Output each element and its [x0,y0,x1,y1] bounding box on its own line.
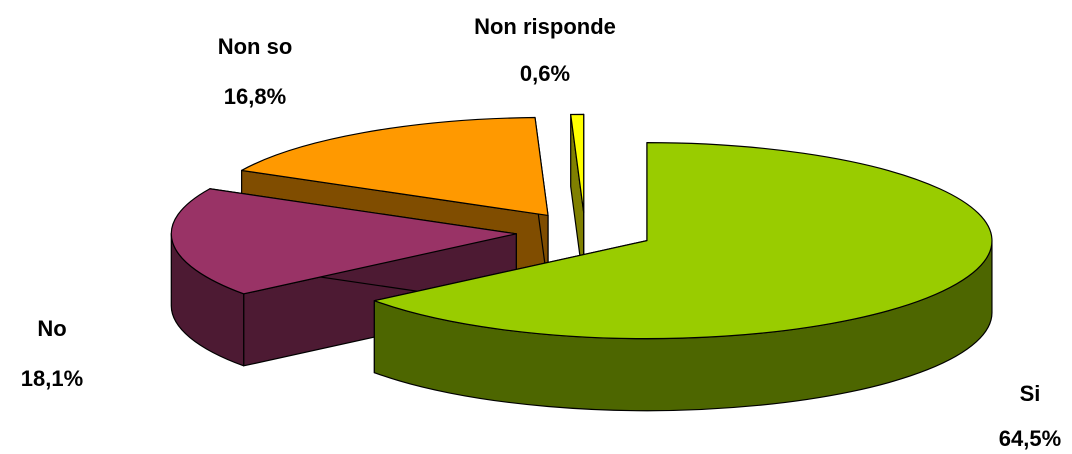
slice-value-label: 18,1% [21,366,83,391]
slice-value-label: 0,6% [520,61,570,86]
slice-value-label: 16,8% [224,84,286,109]
slice-top [241,116,549,217]
slice-top [170,188,517,295]
slice [570,113,585,286]
slice-top [570,113,585,214]
slice-label: Si [1020,381,1041,406]
slice-top [373,142,993,340]
slice-label: Non so [218,34,293,59]
slice-label: Non risponde [474,14,616,39]
slice-label: No [37,316,66,341]
slice-value-label: 64,5% [999,426,1061,451]
slice [373,142,993,412]
